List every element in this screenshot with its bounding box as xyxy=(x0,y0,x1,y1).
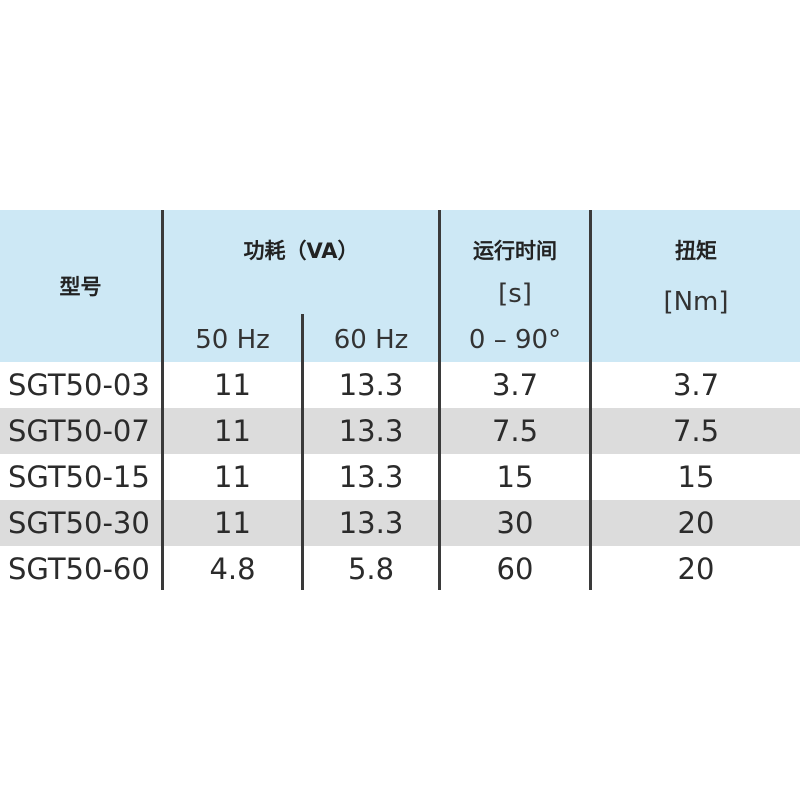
cell-power-50hz: 4.8 xyxy=(209,552,256,586)
cell-torque: 20 xyxy=(677,506,715,540)
header-torque-unit: [Nm] xyxy=(663,287,729,317)
header-power: 功耗（VA） xyxy=(243,239,359,263)
header-runtime-unit: [s] xyxy=(498,279,532,309)
cell-runtime: 60 xyxy=(496,552,534,586)
column-divider xyxy=(438,210,441,590)
cell-power-60hz: 13.3 xyxy=(338,506,404,540)
header-model: 型号 xyxy=(59,275,102,299)
column-divider xyxy=(301,314,304,590)
cell-power-50hz: 11 xyxy=(214,368,251,402)
cell-runtime: 3.7 xyxy=(491,368,539,402)
table-header xyxy=(0,210,800,362)
cell-runtime: 30 xyxy=(496,506,534,540)
cell-power-50hz: 11 xyxy=(214,460,251,494)
column-divider xyxy=(161,210,164,590)
header-runtime: 运行时间 xyxy=(473,239,557,263)
cell-torque: 7.5 xyxy=(672,414,720,448)
cell-model: SGT50-03 xyxy=(8,368,150,402)
cell-power-50hz: 11 xyxy=(214,506,251,540)
cell-power-60hz: 13.3 xyxy=(338,460,404,494)
header-torque: 扭矩 xyxy=(675,239,717,263)
cell-power-60hz: 13.3 xyxy=(338,414,404,448)
cell-torque: 3.7 xyxy=(672,368,720,402)
cell-power-60hz: 5.8 xyxy=(347,552,395,586)
spec-table: 型号 功耗（VA） 50 Hz 60 Hz 运行时间 [s] 0 – 90° 扭… xyxy=(0,210,800,590)
cell-torque: 20 xyxy=(677,552,715,586)
cell-runtime: 7.5 xyxy=(491,414,539,448)
table-row xyxy=(0,500,800,546)
header-50hz: 50 Hz xyxy=(195,325,270,355)
column-divider xyxy=(589,210,592,590)
cell-model: SGT50-07 xyxy=(8,414,150,448)
header-runtime-range: 0 – 90° xyxy=(468,325,562,355)
cell-power-50hz: 11 xyxy=(214,414,251,448)
cell-model: SGT50-60 xyxy=(8,552,150,586)
cell-power-60hz: 13.3 xyxy=(338,368,404,402)
cell-model: SGT50-15 xyxy=(8,460,150,494)
cell-torque: 15 xyxy=(677,460,715,494)
cell-runtime: 15 xyxy=(496,460,534,494)
header-60hz: 60 Hz xyxy=(333,325,409,355)
table-row xyxy=(0,408,800,454)
cell-model: SGT50-30 xyxy=(8,506,150,540)
